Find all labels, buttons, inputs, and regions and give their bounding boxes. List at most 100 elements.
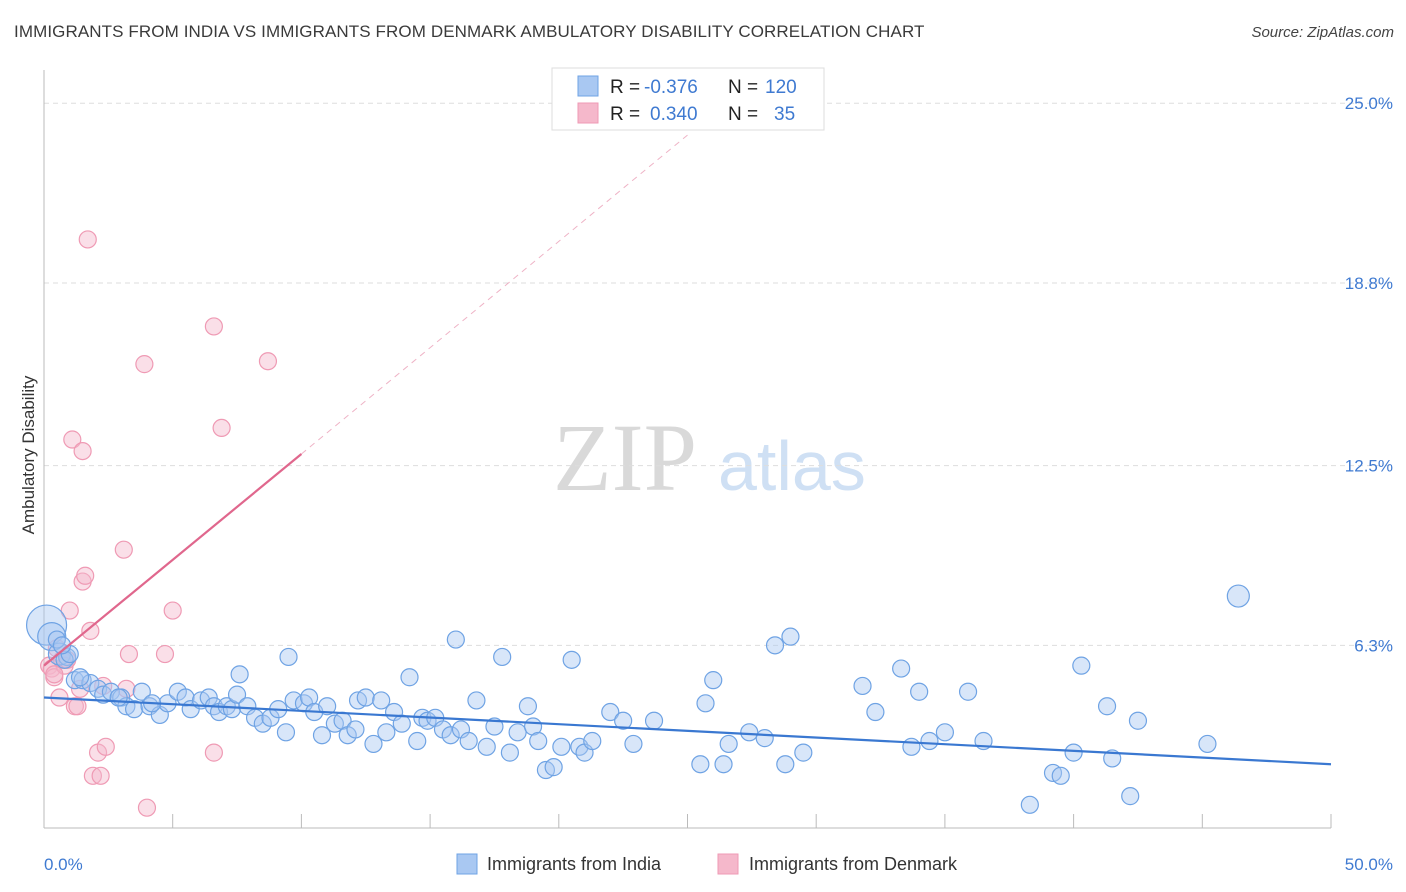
data-point [714,755,733,774]
data-point [892,659,911,678]
data-point [276,723,296,742]
legend-n-value-denmark: 35 [774,104,795,125]
series-legend: Immigrants from India Immigrants from De… [456,853,958,875]
data-point [119,644,139,664]
data-point [227,685,247,704]
data-point [691,755,710,774]
grid-lines [44,102,1392,646]
data-point [644,711,664,730]
data-point [755,729,774,748]
data-point [467,691,486,710]
data-point [258,352,278,371]
data-point [83,766,103,785]
data-point [408,731,427,751]
data-point [25,604,68,646]
data-point [372,691,391,710]
data-point [1128,711,1148,730]
bottom-legend-swatch-denmark [717,853,739,875]
data-point [552,737,571,756]
data-point [781,627,800,646]
data-point [794,743,813,762]
x-tick-label-1: 50.0% [1345,855,1393,874]
legend-r-label-india: R = [610,77,640,98]
data-point [230,665,249,684]
data-point [704,671,723,690]
series-denmark-points [40,230,278,817]
y-tick-label-3: 25.0% [1345,94,1393,113]
data-point [65,671,84,690]
data-point [70,668,90,687]
data-point [1226,584,1250,608]
legend-swatch-india [577,75,599,97]
data-point [1020,795,1039,814]
data-point [356,688,375,707]
data-point [55,650,74,669]
data-point [500,743,519,762]
source-credit: Source: ZipAtlas.com [1251,24,1394,41]
data-point [935,723,955,742]
chart-title: IMMIGRANTS FROM INDIA VS IMMIGRANTS FROM… [14,22,925,41]
data-point [601,702,620,722]
data-point [176,688,195,707]
data-point [364,734,383,754]
data-point [459,731,478,751]
data-point [73,442,92,461]
data-point [477,737,496,756]
data-point [920,731,939,751]
data-point [910,682,929,701]
legend-n-label-india: N = [728,77,758,98]
y-tick-label-0: 6.3% [1354,636,1393,655]
data-point [1097,697,1117,716]
data-point [1072,656,1091,675]
data-point [740,723,759,742]
data-point [47,630,66,649]
series-india-points [25,584,1250,814]
data-point [60,601,79,620]
data-point [78,230,97,249]
data-point [614,711,633,730]
data-point [163,601,182,620]
data-point [81,621,100,640]
bottom-legend-label-denmark: Immigrants from Denmark [749,854,958,874]
data-point [583,731,602,751]
x-tick-labels: 0.0% 50.0% [44,855,1393,874]
x-tick-marks [43,814,1332,828]
data-point [853,676,872,696]
data-point [544,758,563,777]
data-point [45,665,64,684]
data-point [284,691,303,710]
data-point [68,697,87,716]
watermark-zip: ZIP [553,404,697,511]
data-point [508,723,527,742]
legend-r-value-denmark: 0.340 [650,104,698,125]
data-point [441,726,460,745]
data-point [212,418,231,438]
data-point [696,694,715,713]
trend-lines [43,134,1332,766]
data-point [765,636,785,655]
data-point [76,566,95,585]
data-point [958,682,978,701]
trend-line-india [43,696,1332,766]
data-point [155,644,175,664]
bottom-legend-swatch-india [456,853,478,875]
data-point [446,630,465,649]
data-point [135,355,154,374]
legend-n-label-denmark: N = [728,104,758,125]
data-point [1051,766,1070,785]
data-point [346,720,365,739]
data-point [63,430,82,449]
bottom-legend-label-india: Immigrants from India [487,854,662,874]
y-tick-label-2: 18.8% [1345,274,1393,293]
data-point [485,717,504,736]
data-point [279,647,298,667]
data-point [400,668,419,687]
data-point [776,755,795,774]
data-point [624,734,643,754]
x-tick-label-0: 0.0% [44,855,83,874]
data-point [377,723,396,742]
data-point [58,647,77,667]
data-point [866,702,885,722]
data-point [114,540,133,559]
